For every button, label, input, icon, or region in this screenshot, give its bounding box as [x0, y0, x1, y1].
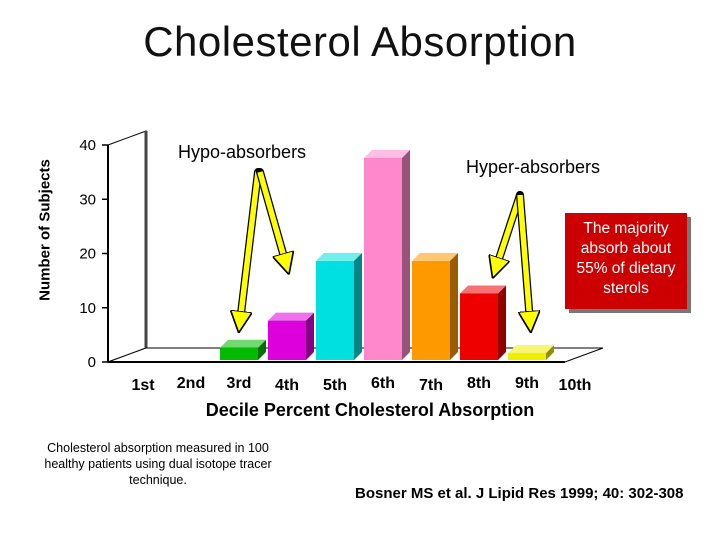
x-tick-label: 5th	[323, 377, 347, 394]
note-line: absorb about	[580, 240, 672, 257]
x-tick-label: 2nd	[177, 375, 205, 392]
x-tick-label: 1st	[131, 377, 155, 394]
x-tick-label: 7th	[419, 377, 443, 394]
bar-top	[412, 252, 458, 261]
bar-side	[450, 252, 458, 360]
arrow	[257, 171, 286, 264]
x-tick-label: 4th	[275, 377, 299, 394]
x-tick-label: 10th	[559, 377, 592, 394]
bar-top	[508, 345, 554, 354]
bar	[220, 347, 258, 360]
bar-side	[258, 339, 266, 360]
bar-side	[546, 345, 554, 360]
bar	[412, 260, 450, 360]
y-tick-label: 20	[79, 246, 96, 263]
y-tick-label: 40	[79, 137, 96, 154]
hyper-absorbers-label: Hyper-absorbers	[466, 157, 601, 177]
bar-side	[354, 252, 362, 360]
bar	[268, 320, 306, 360]
bar-top	[316, 252, 362, 261]
bar	[364, 157, 402, 360]
x-tick-label: 6th	[371, 375, 395, 392]
chart-title: Cholesterol Absorption	[143, 18, 577, 65]
y-tick-label: 30	[79, 191, 96, 208]
bar-top	[364, 149, 410, 158]
chart-arrows	[240, 168, 530, 322]
bar-side	[306, 312, 314, 360]
note-line: 55% of dietary	[576, 260, 676, 277]
note-line: sterols	[603, 280, 649, 297]
y-axis-label: Number of Subjects	[36, 159, 54, 301]
bar	[508, 353, 546, 360]
bar-side	[402, 149, 410, 360]
x-axis-label: Decile Percent Cholesterol Absorption	[205, 400, 535, 420]
bar	[460, 293, 498, 360]
arrow	[240, 171, 261, 322]
y-tick-label: 0	[88, 354, 96, 371]
bar-side	[498, 285, 506, 360]
chart-ticks: 0 10 20 30 40 1st 2nd 3rd 4th 5th 6th 7th 8th 9th 10th	[79, 137, 591, 394]
bar-top	[268, 312, 314, 321]
y-tick-label: 10	[79, 300, 96, 317]
arrow	[517, 194, 530, 322]
x-tick-label: 8th	[467, 375, 491, 392]
x-tick-label: 3rd	[227, 375, 252, 392]
arrow	[496, 194, 523, 268]
method-footnote: Cholesterol absorption measured in 100 h…	[44, 441, 272, 487]
chart-bars	[220, 149, 554, 360]
bar-top	[220, 339, 266, 348]
x-tick-label: 9th	[515, 375, 539, 392]
bar	[316, 260, 354, 360]
note-line: The majority	[583, 220, 669, 237]
citation: Bosner MS et al. J Lipid Res 1999; 40: 3…	[355, 485, 684, 502]
majority-note: The majority absorb about 55% of dietary…	[565, 213, 687, 309]
side-wall	[107, 130, 147, 363]
hypo-absorbers-label: Hypo-absorbers	[178, 142, 307, 162]
bar-top	[460, 285, 506, 294]
